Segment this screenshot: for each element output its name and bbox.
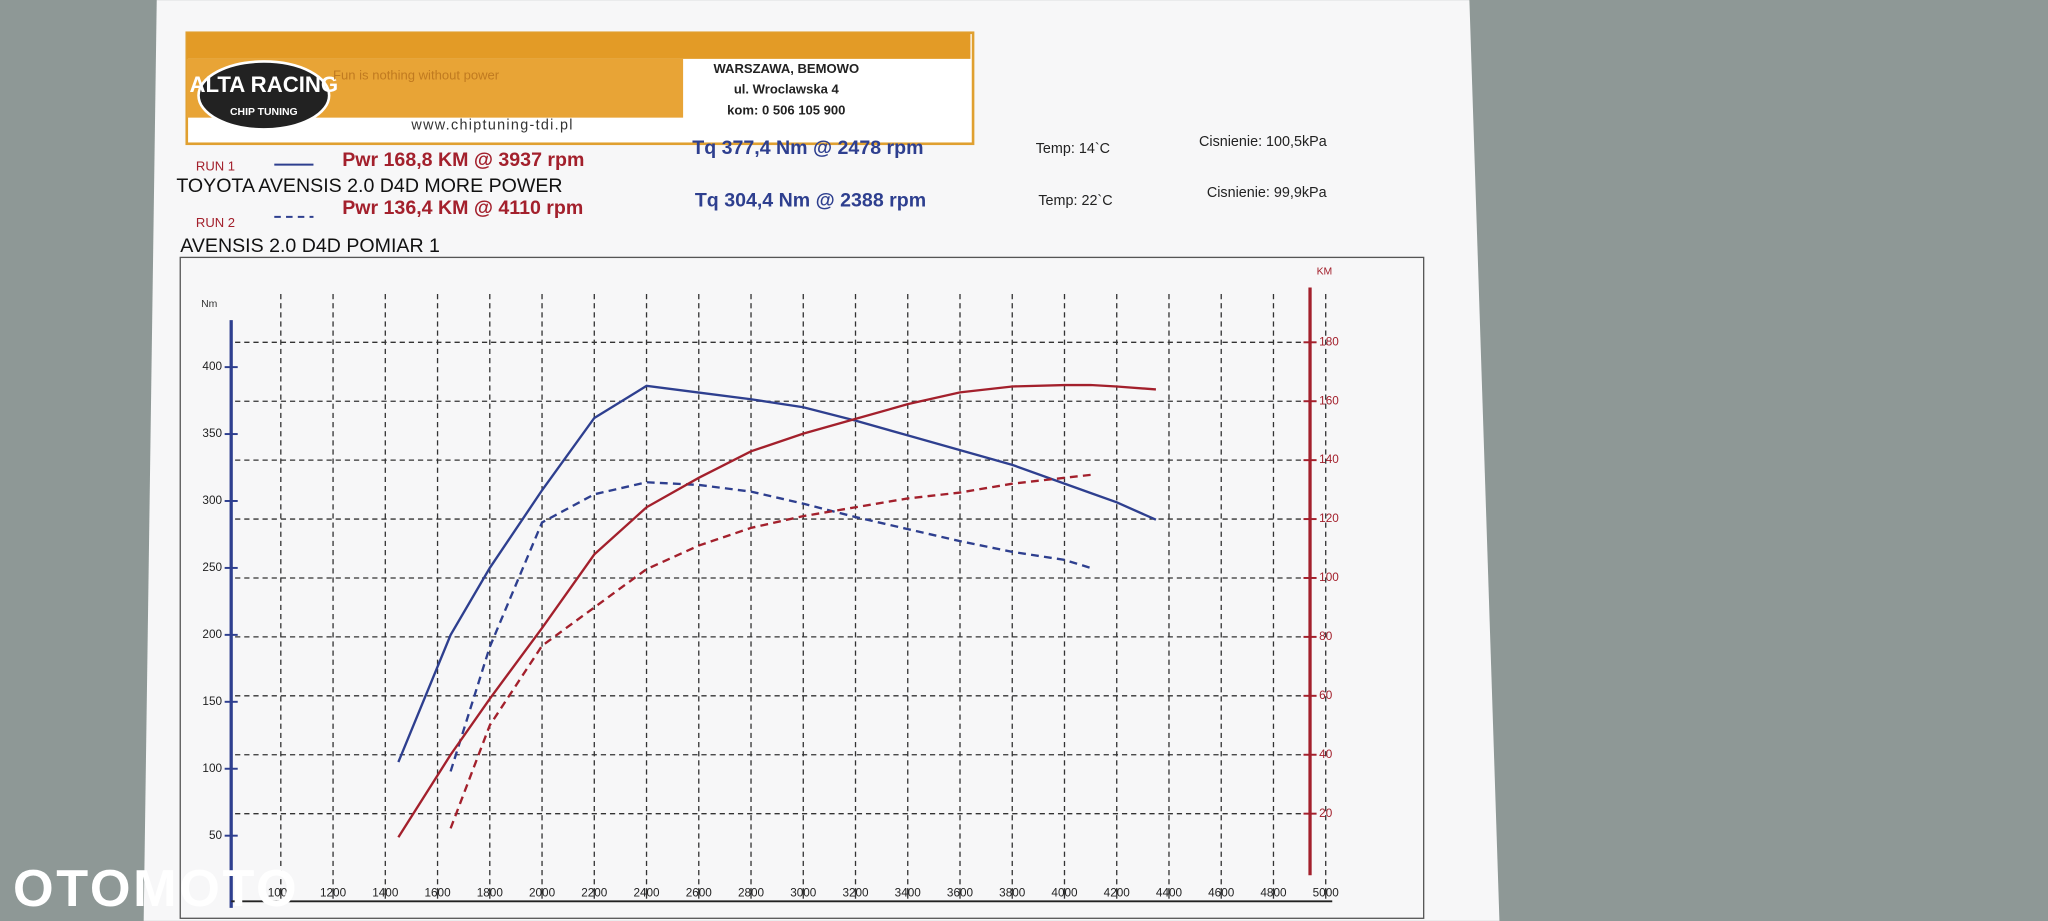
y-tick-label: 50 <box>209 829 223 842</box>
x-tick-label: 2000 <box>529 887 556 900</box>
x-tick-label: 4400 <box>1156 887 1183 900</box>
website: www.chiptuning-tdi.pl <box>410 117 573 133</box>
y-tick-label: 300 <box>202 494 222 507</box>
run-power: Pwr 168,8 KM @ 3937 rpm <box>342 149 584 171</box>
y2-tick-label: 20 <box>1319 807 1333 820</box>
y2-tick-label: 60 <box>1319 689 1333 702</box>
x-tick-label: 3000 <box>790 887 817 900</box>
x-tick-label: 1800 <box>477 887 504 900</box>
run-temp: Temp: 14`C <box>1036 141 1110 157</box>
x-tick-label: 2200 <box>581 887 608 900</box>
series-line <box>449 481 1091 772</box>
x-tick-label: 1000 <box>268 887 295 900</box>
y2-tick-label: 100 <box>1319 571 1339 584</box>
y2-tick-label: 180 <box>1319 335 1339 348</box>
x-tick-label: 4000 <box>1051 887 1078 900</box>
y-axis-label: Nm <box>201 299 217 310</box>
x-tick-label: 1200 <box>320 887 347 900</box>
x-tick-label: 1600 <box>424 887 451 900</box>
x-tick-label: 4200 <box>1104 887 1131 900</box>
y2-axis-label: KM <box>1317 267 1333 278</box>
phone: kom: 0 506 105 900 <box>727 103 845 118</box>
city: WARSZAWA, BEMOWO <box>713 61 859 76</box>
car-name: TOYOTA AVENSIS 2.0 D4D MORE POWER <box>176 175 562 197</box>
x-tick-label: 3200 <box>842 887 869 900</box>
y-tick-label: 200 <box>202 628 222 641</box>
watermark: OTOMOTO <box>13 860 299 918</box>
header-band <box>186 32 971 59</box>
y-tick-label: 150 <box>202 695 222 708</box>
x-tick-label: 3600 <box>947 887 974 900</box>
run-torque: Tq 304,4 Nm @ 2388 rpm <box>695 189 926 211</box>
x-tick-label: 2400 <box>633 887 660 900</box>
y-tick-label: 100 <box>202 762 222 775</box>
series-line <box>449 473 1091 829</box>
run-label: RUN 2 <box>196 215 235 230</box>
y-tick-label: 250 <box>202 561 222 574</box>
x-tick-label: 4600 <box>1208 887 1235 900</box>
run-pressure: Cisnienie: 99,9kPa <box>1207 185 1327 201</box>
run-power: Pwr 136,4 KM @ 4110 rpm <box>342 197 583 219</box>
x-tick-label: 3400 <box>895 887 922 900</box>
x-tick-label: 4800 <box>1260 887 1287 900</box>
logo-title: ALTA RACING <box>189 72 338 97</box>
x-tick-label: 1400 <box>372 887 399 900</box>
y2-tick-label: 40 <box>1319 748 1333 761</box>
y-tick-label: 350 <box>202 427 222 440</box>
x-tick-label: 3800 <box>999 887 1026 900</box>
series-line <box>397 383 1157 838</box>
y2-tick-label: 120 <box>1319 512 1339 525</box>
chart-title: AVENSIS 2.0 D4D POMIAR 1 <box>180 235 440 257</box>
logo <box>197 60 331 131</box>
x-tick-label: 2600 <box>686 887 713 900</box>
series-line <box>397 384 1157 763</box>
run-pressure: Cisnienie: 100,5kPa <box>1199 134 1327 150</box>
x-tick-label: 2800 <box>738 887 765 900</box>
y2-tick-label: 80 <box>1319 630 1333 643</box>
x-tick-label: 5000 <box>1313 887 1340 900</box>
run-temp: Temp: 22`C <box>1038 193 1112 209</box>
y2-tick-label: 160 <box>1319 394 1339 407</box>
slogan: Fun is nothing without power <box>333 67 500 82</box>
logo-subtitle: CHIP TUNING <box>230 107 298 118</box>
y-tick-label: 400 <box>202 360 222 373</box>
plot: 1000 1200 1400 1600 1800 2000 2200 2400 2600 2800… <box>202 287 1340 908</box>
plot-frame <box>179 256 1425 919</box>
y2-tick-label: 140 <box>1319 453 1339 466</box>
run-label: RUN 1 <box>196 159 235 174</box>
street: ul. Wroclawska 4 <box>734 82 840 97</box>
run-torque: Tq 377,4 Nm @ 2478 rpm <box>692 137 923 159</box>
